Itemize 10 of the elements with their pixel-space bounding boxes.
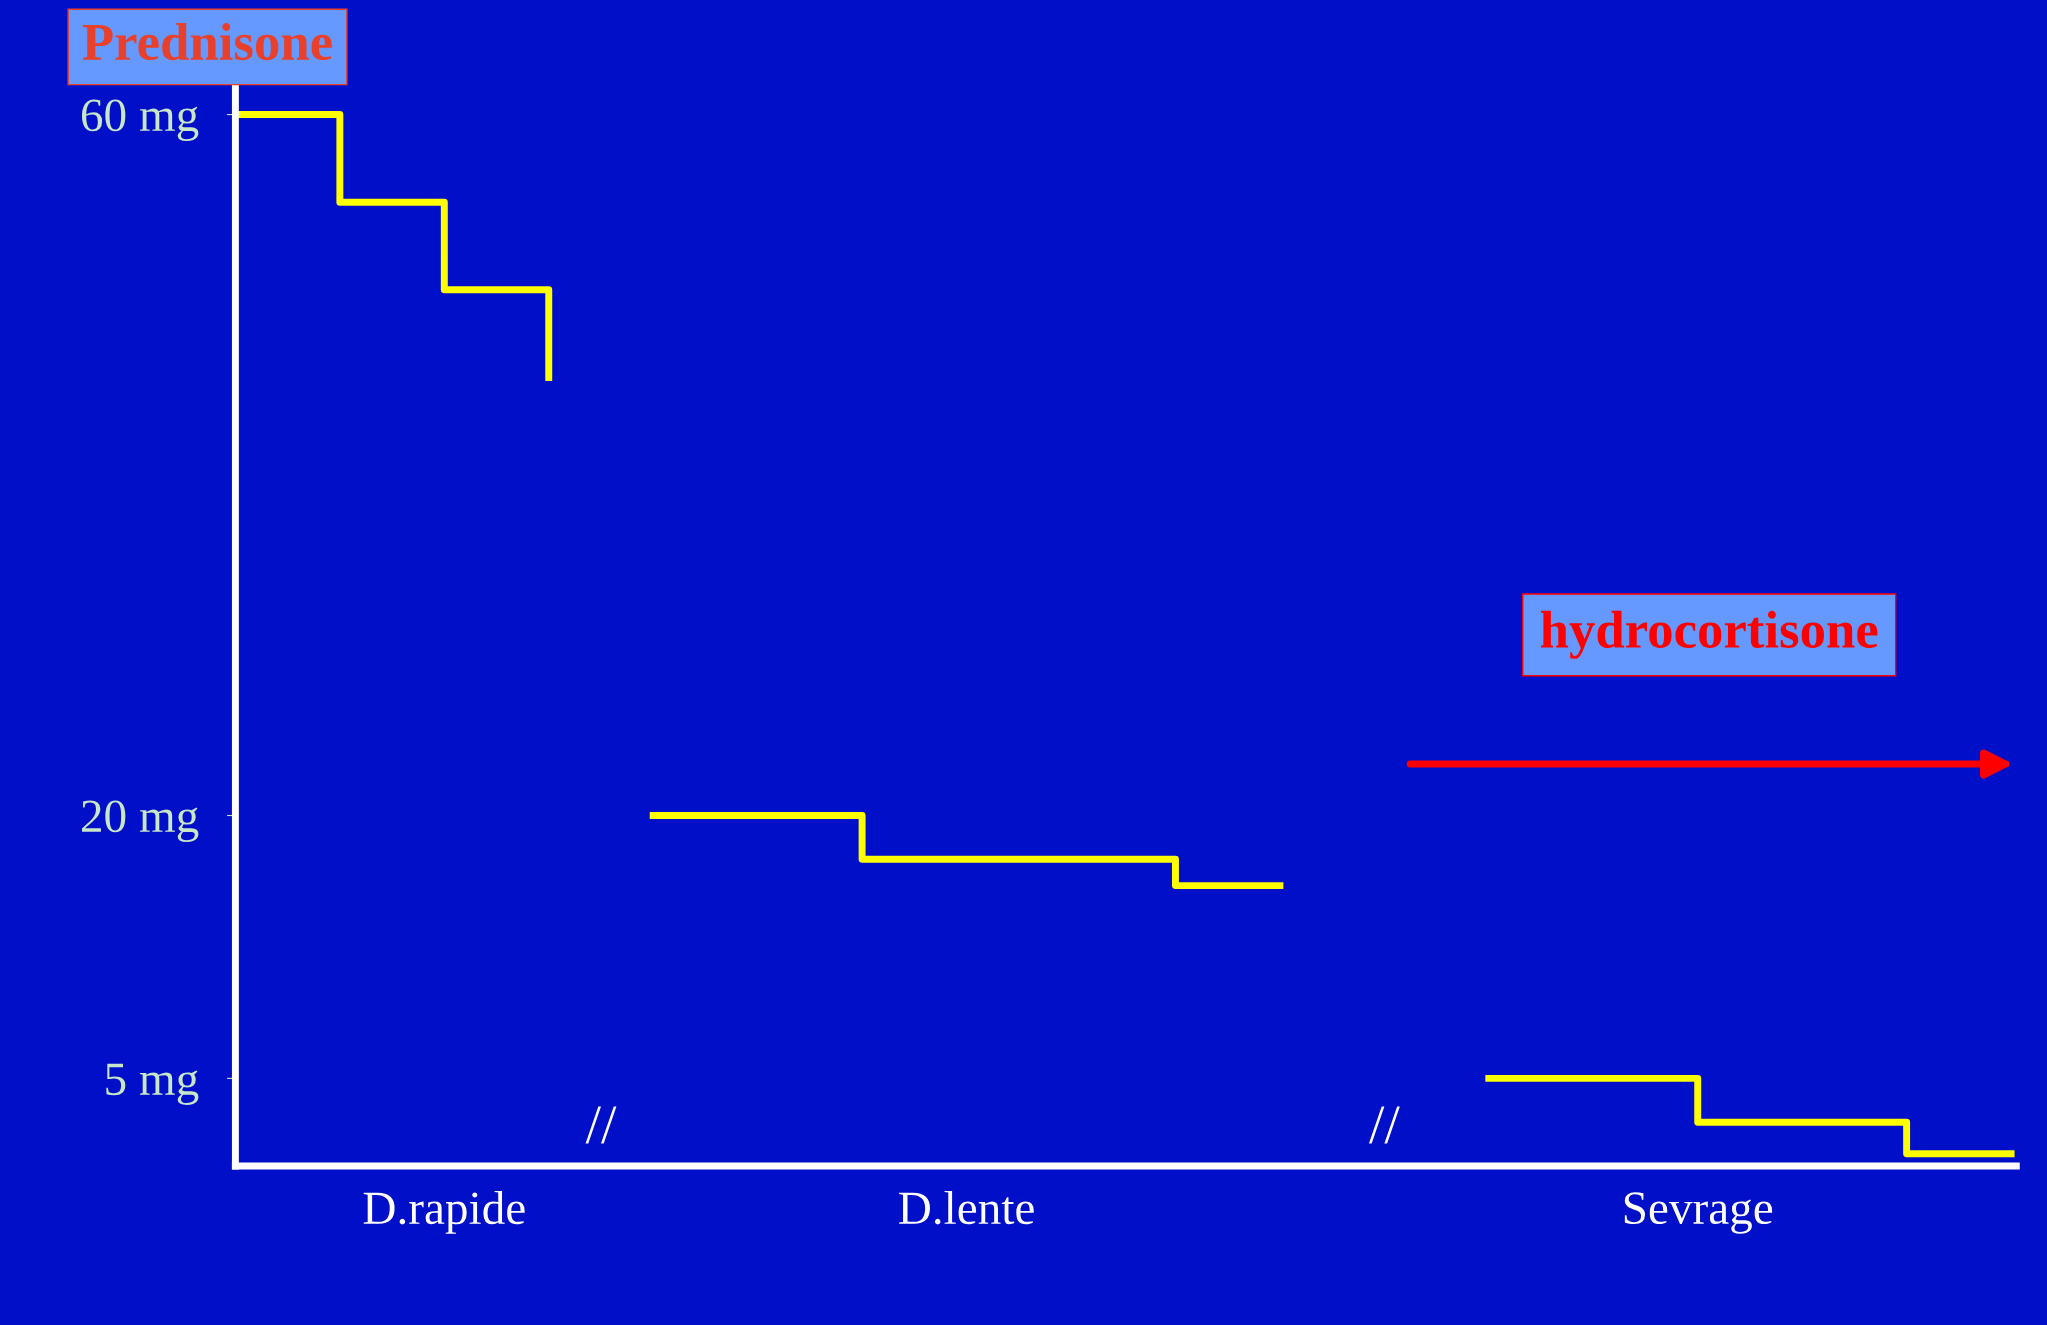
annotation: //	[1368, 1106, 1400, 1144]
y-tick-label: 20 mg	[82, 800, 199, 843]
annotation: //	[585, 1106, 617, 1144]
y-tick-label: 60 mg	[81, 99, 199, 142]
x-tick-label: D.rapide	[363, 1191, 525, 1234]
annotation: hydrocortisone	[1540, 610, 1878, 659]
y-tick-label: 5 mg	[106, 1063, 199, 1105]
x-tick-label: D.lente	[899, 1191, 1034, 1225]
chart-title: Prednisone	[82, 23, 332, 61]
x-tick-label: Sevrage	[1624, 1192, 1773, 1234]
